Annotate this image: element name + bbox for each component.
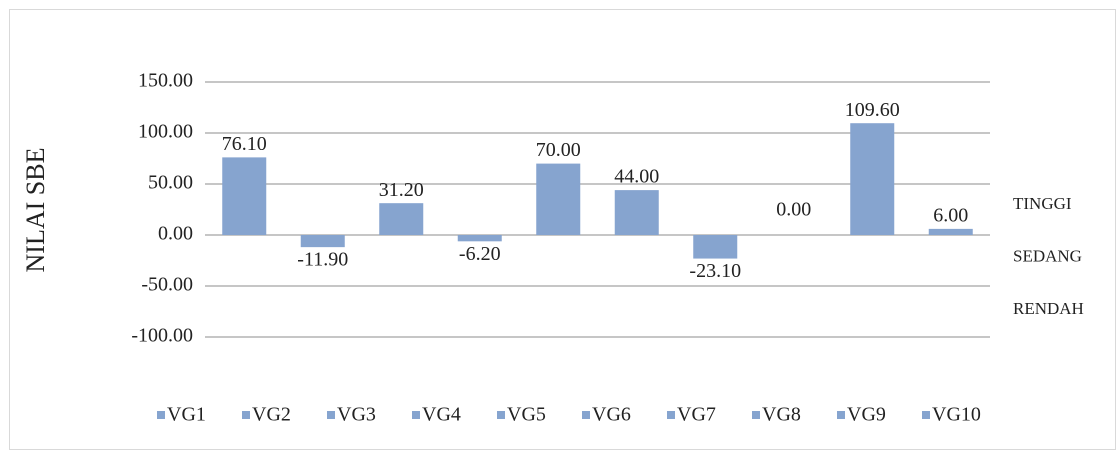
data-label: 70.00 xyxy=(536,139,581,161)
bar xyxy=(300,235,345,248)
bar xyxy=(850,123,895,235)
data-label: -11.90 xyxy=(297,249,348,271)
legend-swatch xyxy=(922,411,930,419)
bar xyxy=(928,228,973,235)
legend-swatch xyxy=(327,411,335,419)
data-label: 76.10 xyxy=(222,133,267,155)
data-label: -6.20 xyxy=(459,243,501,265)
data-label: 6.00 xyxy=(933,204,968,226)
legend-swatch xyxy=(242,411,250,419)
legend-label: VG5 xyxy=(507,404,546,426)
legend-swatch xyxy=(667,411,675,419)
legend-swatch xyxy=(837,411,845,419)
data-label: 31.20 xyxy=(379,179,424,201)
legend-swatch xyxy=(582,411,590,419)
y-tick-label: -50.00 xyxy=(141,274,193,296)
bar xyxy=(614,190,659,235)
y-tick-label: 150.00 xyxy=(138,70,193,92)
legend-label: VG7 xyxy=(677,404,716,426)
annotation: SEDANG xyxy=(1013,246,1082,265)
legend-label: VG2 xyxy=(252,404,291,426)
data-label: 44.00 xyxy=(614,166,659,188)
legend-label: VG9 xyxy=(847,404,886,426)
bar xyxy=(536,163,581,235)
bar xyxy=(222,157,267,235)
y-tick-label: -100.00 xyxy=(131,325,193,347)
data-label: 0.00 xyxy=(776,199,811,221)
data-label: -23.10 xyxy=(689,260,741,282)
bar xyxy=(379,203,424,235)
y-tick-label: 0.00 xyxy=(158,223,193,245)
y-tick-label: 50.00 xyxy=(148,172,193,194)
legend-label: VG3 xyxy=(337,404,376,426)
annotation: TINGGI xyxy=(1013,194,1072,213)
y-tick-label: 100.00 xyxy=(138,121,193,143)
legend-label: VG10 xyxy=(932,404,981,426)
legend-label: VG4 xyxy=(422,404,461,426)
bar xyxy=(457,235,502,242)
legend-label: VG6 xyxy=(592,404,631,426)
legend-swatch xyxy=(497,411,505,419)
legend-label: VG8 xyxy=(762,404,801,426)
legend-swatch xyxy=(412,411,420,419)
legend-label: VG1 xyxy=(167,404,206,426)
legend-swatch xyxy=(157,411,165,419)
data-label: 109.60 xyxy=(845,99,900,121)
annotation: RENDAH xyxy=(1013,299,1084,318)
legend-swatch xyxy=(752,411,760,419)
y-axis-label: NILAI SBE xyxy=(21,148,50,273)
bar xyxy=(693,235,738,259)
